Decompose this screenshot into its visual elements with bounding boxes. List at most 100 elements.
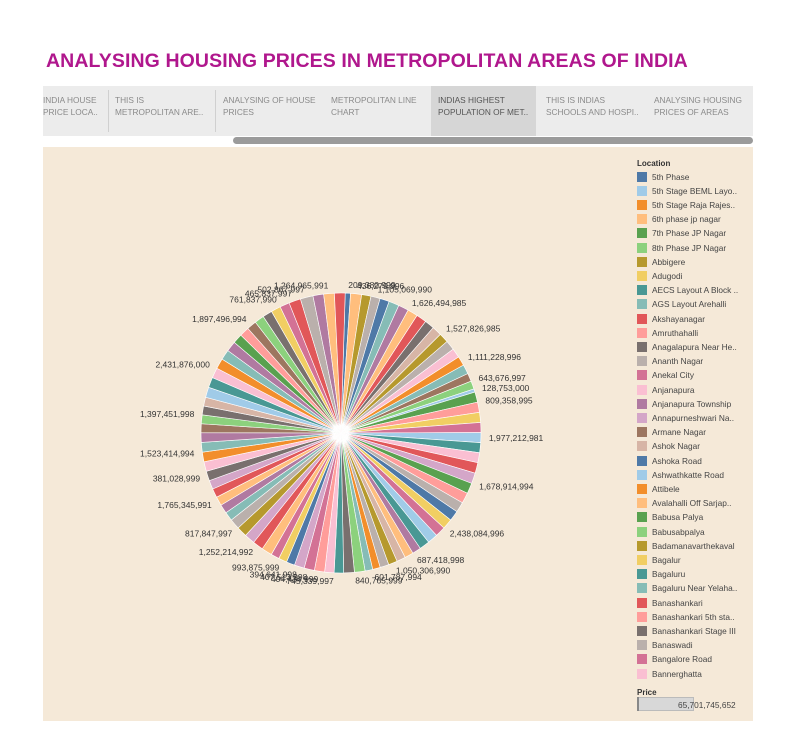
legend-item[interactable]: Anjanapura (637, 383, 744, 396)
size-legend-title: Price (637, 688, 657, 697)
tab-prices-of-areas[interactable]: ANALYSING HOUSING PRICES OF AREAS (654, 86, 753, 136)
legend-swatch (637, 526, 647, 537)
legend-swatch (637, 370, 647, 381)
slice-value-label: 465,837,997 (245, 288, 293, 298)
tab-label-line2: SCHOOLS AND HOSPI.. (546, 107, 639, 117)
legend-label: Amruthahalli (652, 327, 699, 338)
legend-item[interactable]: Armane Nagar (637, 426, 744, 439)
legend-item[interactable]: Abbigere (637, 255, 744, 268)
slice-value-label: 1,105,069,990 (378, 285, 433, 295)
tab-label-line1: INDIAS HIGHEST (438, 95, 505, 105)
tab-label-line1: ANALYSING OF HOUSE (223, 95, 316, 105)
legend-label: Avalahalli Off Sarjap.. (652, 498, 732, 509)
legend-item[interactable]: 5th Stage Raja Rajes.. (637, 198, 744, 211)
legend-item[interactable]: Ashoka Road (637, 454, 744, 467)
legend-swatch (637, 569, 647, 580)
legend-label: Bagalur (652, 554, 681, 565)
slice-value-label: 502,867,997 (257, 285, 305, 295)
legend-swatch (637, 654, 647, 665)
legend-label: Anagalapura Near He.. (652, 341, 737, 352)
legend-item[interactable]: Banashankari Stage III (637, 624, 744, 637)
tab-label-line1: THIS IS (115, 95, 145, 105)
legend-label: Banaswadi (652, 640, 693, 651)
legend-swatch (637, 214, 647, 225)
legend-title: Location (637, 159, 671, 168)
legend-swatch (637, 341, 647, 352)
legend-item[interactable]: Ashwathkatte Road (637, 468, 744, 481)
legend-item[interactable]: Annapurneshwari Na.. (637, 411, 744, 424)
legend-item[interactable]: Ashok Nagar (637, 440, 744, 453)
legend-item[interactable]: Banaswadi (637, 639, 744, 652)
tab-india-house-price[interactable]: INDIA HOUSE PRICE LOCA.. (43, 86, 107, 136)
legend-swatch (637, 256, 647, 267)
slice-value-label: 809,358,995 (485, 395, 533, 405)
legend-label: Anjanapura Township (652, 398, 732, 409)
legend-item[interactable]: AGS Layout Arehalli (637, 298, 744, 311)
tab-highest-population[interactable]: INDIAS HIGHEST POPULATION OF MET.. (431, 86, 536, 136)
legend-item[interactable]: Anagalapura Near He.. (637, 340, 744, 353)
legend-item[interactable]: Bagaluru Near Yelaha.. (637, 582, 744, 595)
legend-swatch (637, 285, 647, 296)
legend-label: Akshayanagar (652, 313, 706, 324)
size-legend-value: 65,701,745,652 (678, 700, 736, 710)
tab-label-line1: ANALYSING HOUSING (654, 95, 742, 105)
legend-item[interactable]: Adugodi (637, 269, 744, 282)
legend-item[interactable]: Avalahalli Off Sarjap.. (637, 497, 744, 510)
legend-item[interactable]: Banashankari 5th sta.. (637, 610, 744, 623)
slice-value-label: 1,977,212,981 (489, 433, 544, 443)
legend-label: Banashankari 5th sta.. (652, 611, 735, 622)
legend-item[interactable]: 5th Phase (637, 170, 744, 183)
legend-label: Bannerghatta (652, 668, 702, 679)
legend-item[interactable]: Anjanapura Township (637, 397, 744, 410)
legend-item[interactable]: 6th phase jp nagar (637, 213, 744, 226)
legend-item[interactable]: Bannerghatta (637, 667, 744, 680)
slice-value-label: 1,523,414,994 (140, 448, 195, 458)
legend-swatch (637, 597, 647, 608)
legend-item[interactable]: Anekal City (637, 369, 744, 382)
legend-item[interactable]: 5th Stage BEML Layo.. (637, 184, 744, 197)
legend-swatch (637, 483, 647, 494)
tab-metropolitan-line-chart[interactable]: METROPOLITAN LINE CHART (331, 86, 427, 136)
legend-swatch (637, 356, 647, 367)
legend-swatch (637, 228, 647, 239)
slice-value-label: 761,837,990 (229, 295, 277, 305)
slice-value-label: 404,434,999 (271, 574, 319, 584)
slice-value-label: 436,279,996 (357, 281, 405, 291)
pie-slice[interactable] (334, 292, 346, 434)
legend-item[interactable]: Ananth Nagar (637, 355, 744, 368)
tab-label-line2: PRICE LOCA.. (43, 107, 98, 117)
legend-item[interactable]: Amruthahalli (637, 326, 744, 339)
legend-item[interactable]: Badamanavarthekaval (637, 539, 744, 552)
dashboard-title: ANALYSING HOUSING PRICES IN METROPOLITAN… (46, 50, 688, 72)
legend-item[interactable]: Babusa Palya (637, 511, 744, 524)
legend-swatch (637, 611, 647, 622)
tab-scrollbar-thumb[interactable] (233, 137, 753, 144)
legend-label: Ashoka Road (652, 455, 702, 466)
legend-swatch (637, 398, 647, 409)
legend-item[interactable]: Akshayanagar (637, 312, 744, 325)
legend-item[interactable]: Bangalore Road (637, 653, 744, 666)
legend-item[interactable]: Banashankari (637, 596, 744, 609)
legend-item[interactable]: 8th Phase JP Nagar (637, 241, 744, 254)
legend-item[interactable]: Babusabpalya (637, 525, 744, 538)
legend-item[interactable]: Attibele (637, 482, 744, 495)
tab-schools-hospitals[interactable]: THIS IS INDIAS SCHOOLS AND HOSPI.. (546, 86, 646, 136)
legend-label: 5th Phase (652, 171, 690, 182)
slice-value-label: 1,678,914,994 (479, 481, 534, 491)
legend-item[interactable]: Bagaluru (637, 568, 744, 581)
size-legend-swatch-edge (637, 697, 639, 711)
tab-analysing-house-prices[interactable]: ANALYSING OF HOUSE PRICES (223, 86, 323, 136)
legend-item[interactable]: Bagalur (637, 553, 744, 566)
legend-item[interactable]: 7th Phase JP Nagar (637, 227, 744, 240)
legend-item[interactable]: AECS Layout A Block .. (637, 284, 744, 297)
legend-label: 5th Stage BEML Layo.. (652, 185, 738, 196)
legend-label: Annapurneshwari Na.. (652, 412, 735, 423)
legend-label: Armane Nagar (652, 427, 706, 438)
legend-label: Babusabpalya (652, 526, 705, 537)
legend-swatch (637, 640, 647, 651)
legend-label: Adugodi (652, 270, 683, 281)
tab-metropolitan-areas[interactable]: THIS IS METROPOLITAN ARE.. (115, 86, 211, 136)
tab-label-line2: PRICES OF AREAS (654, 107, 729, 117)
slice-value-label: 1,626,494,985 (412, 298, 467, 308)
